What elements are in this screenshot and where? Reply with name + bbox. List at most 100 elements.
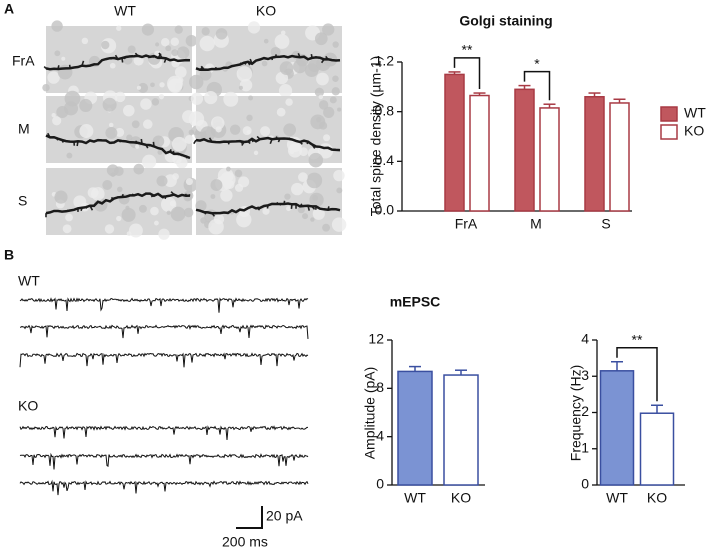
- texture: [332, 75, 339, 82]
- texture: [274, 34, 290, 49]
- texture: [260, 126, 271, 137]
- texture: [174, 25, 183, 34]
- texture: [276, 107, 286, 117]
- legend-label: KO: [684, 123, 704, 139]
- texture: [322, 23, 335, 36]
- texture: [150, 82, 155, 88]
- texture: [126, 134, 133, 141]
- x-tick-label: S: [601, 216, 610, 232]
- significance-bracket: [523, 70, 551, 101]
- texture: [79, 98, 93, 113]
- texture: [155, 42, 160, 47]
- bar: [469, 94, 490, 212]
- y-tick-label: 0.8: [375, 102, 395, 118]
- texture: [166, 210, 171, 215]
- texture: [142, 154, 157, 169]
- texture: [121, 207, 136, 222]
- texture: [304, 63, 319, 78]
- bar: [584, 96, 605, 212]
- texture: [223, 181, 232, 190]
- texture: [337, 107, 342, 112]
- texture: [104, 224, 115, 234]
- texture: [316, 72, 329, 86]
- texture: [185, 34, 198, 47]
- bar: [639, 412, 675, 486]
- texture: [133, 163, 145, 175]
- texture: [331, 217, 347, 232]
- texture: [114, 166, 124, 176]
- texture: [283, 123, 297, 137]
- row-label: S: [18, 193, 27, 209]
- x-tick-label: WT: [404, 490, 426, 506]
- dendrite: [45, 134, 191, 160]
- y-tick-label: 1.2: [375, 53, 395, 69]
- texture: [101, 40, 110, 50]
- dendrite: [195, 136, 341, 152]
- texture: [225, 166, 231, 172]
- y-tick-label: 4: [376, 427, 384, 443]
- texture: [262, 207, 270, 215]
- texture: [127, 45, 136, 54]
- texture: [323, 106, 335, 118]
- texture: [331, 87, 340, 96]
- texture: [278, 84, 293, 98]
- y-tick-label: 3: [581, 367, 589, 383]
- trace: [19, 352, 309, 368]
- texture: [128, 223, 143, 238]
- texture: [140, 98, 152, 110]
- texture: [137, 82, 149, 94]
- texture: [293, 59, 307, 74]
- x-tick-label: KO: [647, 490, 667, 506]
- y-tick-label: 2: [581, 403, 589, 419]
- texture: [183, 192, 193, 202]
- y-tick-label: 4: [581, 331, 589, 347]
- significance-label: **: [462, 42, 473, 58]
- trace-label: KO: [18, 398, 38, 414]
- texture: [297, 206, 305, 214]
- y-tick-label: 0: [376, 476, 384, 492]
- bar: [609, 102, 630, 212]
- texture: [166, 75, 183, 92]
- texture: [117, 186, 123, 193]
- texture: [195, 200, 207, 212]
- texture: [61, 56, 66, 61]
- texture: [314, 32, 328, 46]
- dendrite: [195, 202, 341, 215]
- texture: [114, 127, 125, 138]
- texture: [239, 78, 253, 92]
- texture: [141, 23, 155, 36]
- texture: [62, 224, 72, 234]
- texture: [81, 37, 89, 45]
- texture: [302, 213, 309, 220]
- texture: [248, 95, 254, 101]
- texture: [329, 96, 337, 104]
- texture: [42, 83, 50, 92]
- x-tick-label: FrA: [455, 216, 478, 232]
- y-axis-label: Total spine density (µm-1): [368, 56, 384, 217]
- texture: [156, 175, 168, 187]
- texture: [220, 189, 233, 202]
- texture: [204, 90, 218, 105]
- bar: [599, 370, 635, 486]
- texture: [318, 100, 329, 110]
- texture: [105, 126, 118, 139]
- trace: [19, 297, 309, 313]
- legend-label: WT: [684, 105, 706, 121]
- texture: [323, 134, 331, 142]
- column-label: WT: [114, 3, 136, 19]
- texture: [299, 147, 308, 157]
- y-tick-label: 8: [376, 379, 384, 395]
- bar: [397, 370, 433, 486]
- texture: [238, 85, 243, 90]
- row-label: FrA: [12, 53, 35, 69]
- texture: [284, 193, 291, 200]
- texture: [171, 136, 187, 152]
- y-tick-label: 0.0: [375, 202, 395, 218]
- panel-label: B: [4, 247, 14, 263]
- texture: [298, 172, 308, 183]
- texture: [116, 215, 122, 222]
- chart-title: Golgi staining: [459, 13, 552, 29]
- texture: [270, 46, 281, 57]
- texture: [189, 74, 204, 90]
- texture: [54, 50, 61, 57]
